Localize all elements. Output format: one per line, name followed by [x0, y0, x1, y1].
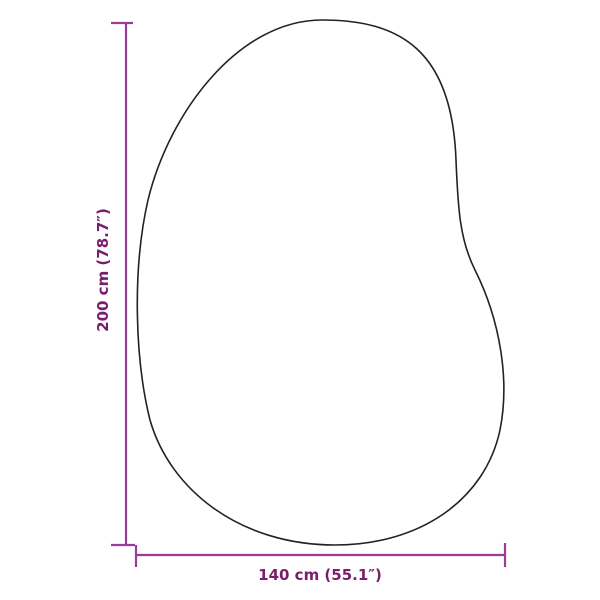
width-label: 140 cm (55.1″) [258, 566, 382, 584]
height-dimension-line [111, 21, 135, 547]
width-dimension-line [134, 543, 507, 567]
mirror-outline [136, 19, 505, 546]
height-label: 200 cm (78.7″) [94, 208, 112, 332]
